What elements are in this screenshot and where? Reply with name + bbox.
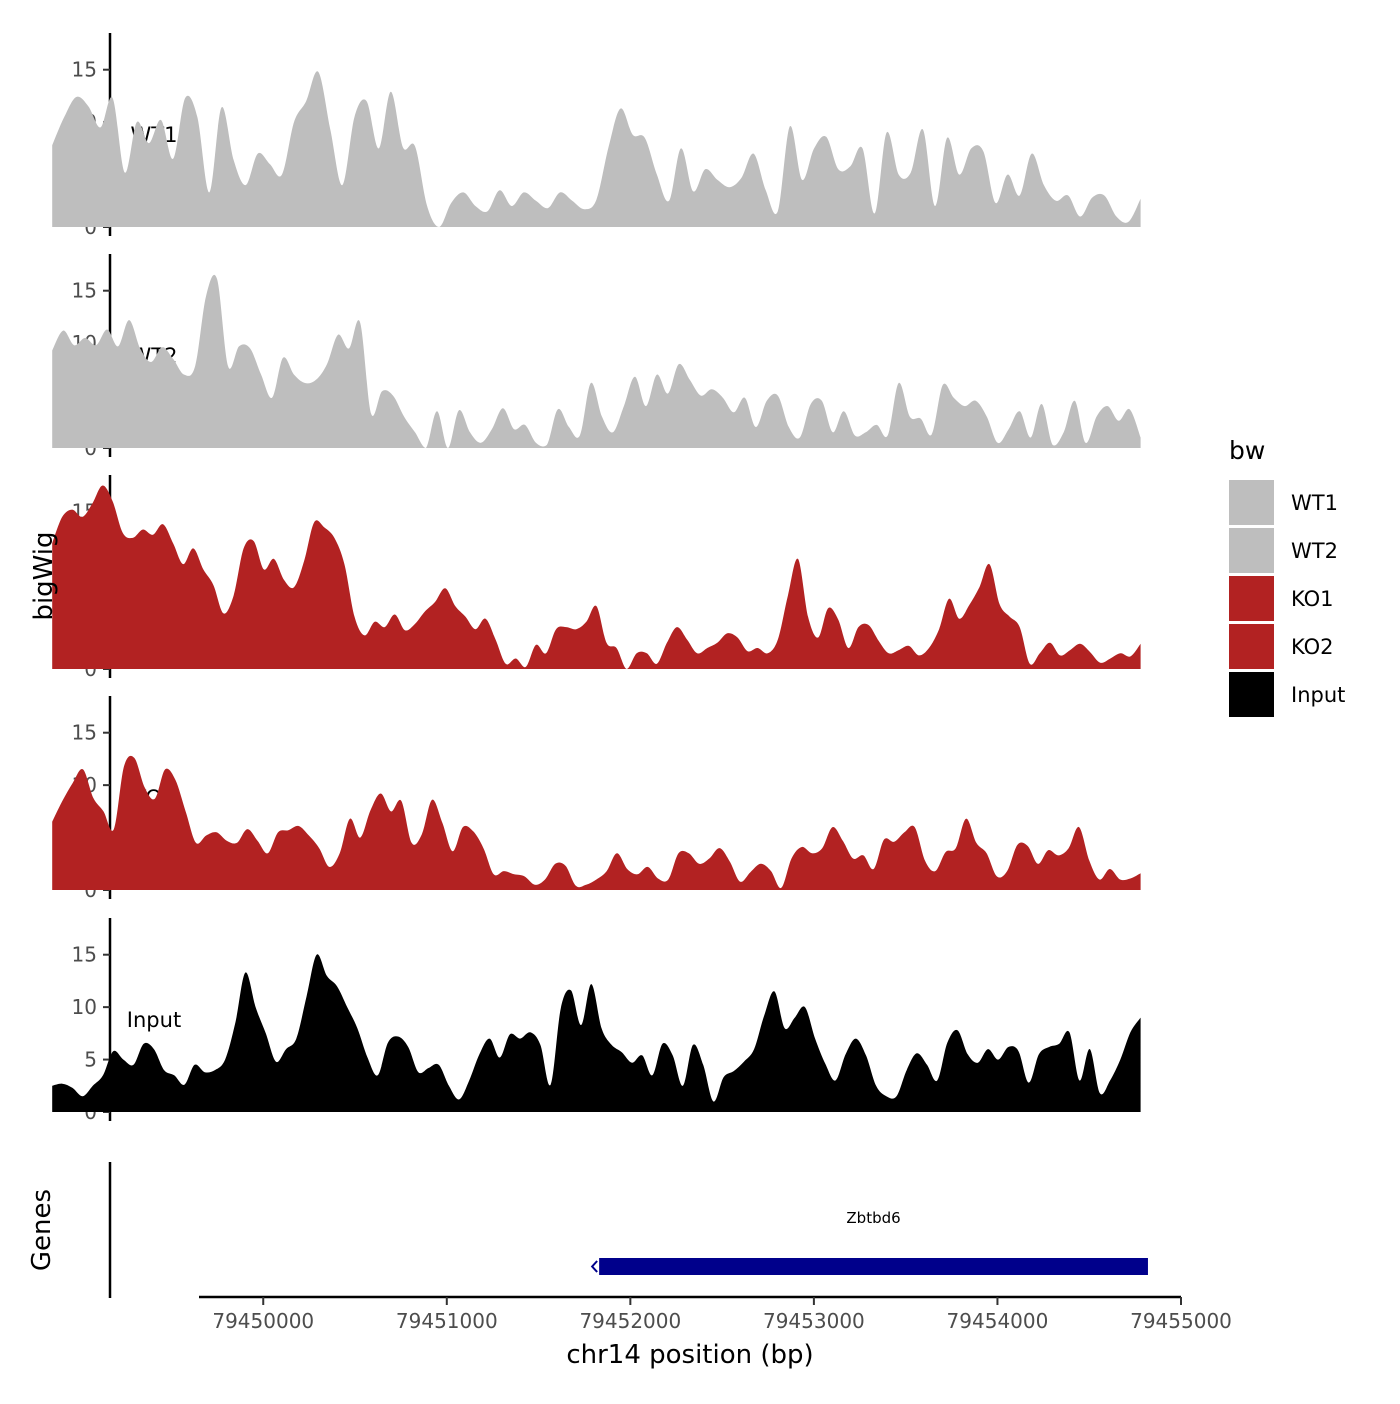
x-axis: 79450000 79451000 79452000 79453000 79454000…: [199, 1295, 1232, 1370]
legend-label: Input: [1291, 683, 1345, 707]
x-tick-label: 79452000: [579, 1309, 681, 1333]
x-axis-ticks: 79450000 79451000 79452000 79453000 79454000…: [212, 1297, 1232, 1333]
gene-marks: Zbtbd6: [590, 1209, 1148, 1275]
legend-swatch: [1229, 672, 1274, 717]
genes-axis-title: Genes: [27, 1189, 57, 1271]
x-tick-label: 79454000: [947, 1309, 1049, 1333]
x-tick-label: 79453000: [763, 1309, 865, 1333]
legend-label: KO1: [1291, 587, 1334, 611]
track-wt1: 051015WT1: [52, 33, 1141, 239]
legend-label: WT1: [1291, 491, 1338, 515]
track-input: 051015Input: [52, 918, 1141, 1124]
track-label: Input: [127, 1008, 181, 1032]
y-tick-label: 15: [72, 58, 97, 82]
legend-items: WT1 WT2 KO1 KO2 Input: [1229, 480, 1345, 717]
legend: bw WT1 WT2 KO1 KO2 Input: [1229, 436, 1345, 717]
y-tick-label: 15: [72, 279, 97, 303]
signal-area-ko2: [52, 755, 1141, 890]
legend-swatch: [1229, 480, 1274, 525]
x-tick-label: 79450000: [212, 1309, 314, 1333]
y-tick-label: 5: [84, 1048, 97, 1072]
legend-title: bw: [1229, 436, 1265, 465]
legend-swatch: [1229, 576, 1274, 621]
track-ko2: 051015KO2: [52, 696, 1141, 902]
genes-panel: Genes Zbtbd6: [27, 1162, 1148, 1298]
signal-area-wt1: [52, 71, 1141, 227]
signal-area-wt2: [52, 274, 1141, 448]
y-tick-label: 10: [72, 995, 97, 1019]
signal-area-ko1: [52, 485, 1141, 669]
gene-body: [599, 1258, 1148, 1275]
gene-name-label: Zbtbd6: [846, 1209, 900, 1227]
legend-swatch: [1229, 624, 1274, 669]
y-tick-label: 15: [72, 943, 97, 967]
legend-label: KO2: [1291, 635, 1334, 659]
y-tick-label: 15: [72, 721, 97, 745]
legend-swatch: [1229, 528, 1274, 573]
strand-arrow-icon: [590, 1260, 598, 1273]
signal-area-input: [52, 954, 1141, 1112]
track-ko1: 051015KO1: [52, 475, 1141, 681]
x-tick-label: 79451000: [396, 1309, 498, 1333]
x-axis-title: chr14 position (bp): [566, 1340, 813, 1370]
track-wt2: 051015WT2: [52, 254, 1141, 460]
legend-label: WT2: [1291, 539, 1338, 563]
bigwig-tracks: 051015WT1051015WT2051015KO1051015KO20510…: [52, 33, 1141, 1124]
y-axis-title: bigWig: [29, 531, 59, 620]
x-tick-label: 79455000: [1130, 1309, 1232, 1333]
